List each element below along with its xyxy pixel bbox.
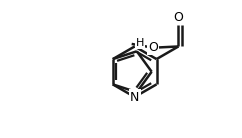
Text: N: N bbox=[130, 91, 139, 104]
Text: H: H bbox=[136, 38, 144, 48]
Text: O: O bbox=[148, 41, 158, 54]
Text: O: O bbox=[174, 11, 183, 24]
